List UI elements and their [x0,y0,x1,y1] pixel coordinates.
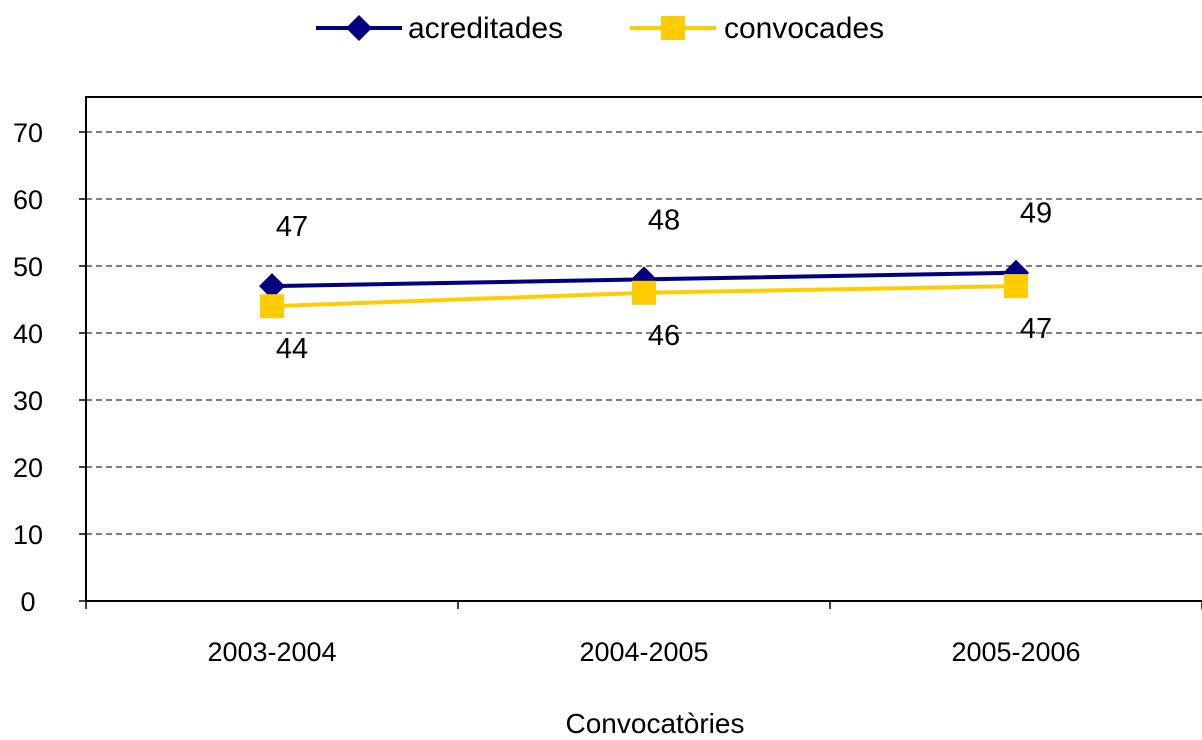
x-axis-title: Convocatòries [566,708,745,739]
x-tick-label: 2005-2006 [951,637,1080,667]
y-axis-ticks: 0 10 20 30 40 50 60 70 [13,118,86,617]
x-tick-label: 2004-2005 [579,637,708,667]
y-tick-label: 50 [13,252,43,282]
data-label-convocades: 44 [276,333,308,365]
legend-marker-convocades [661,16,685,40]
legend: acreditades convocades [316,12,884,45]
point-convocades [1004,274,1028,299]
y-tick-label: 40 [13,319,43,349]
y-tick-label: 30 [13,386,43,416]
x-axis-ticks: 2003-2004 2004-2005 2005-2006 [85,601,1202,667]
y-tick-label: 0 [20,587,35,617]
legend-marker-acreditades [346,15,372,41]
point-convocades [632,280,656,305]
legend-label-convocades: convocades [724,12,884,45]
y-tick-label: 60 [13,185,43,215]
x-tick-label: 2003-2004 [207,637,336,667]
data-label-acreditades: 49 [1020,198,1052,230]
y-tick-label: 20 [13,453,43,483]
data-label-convocades: 46 [648,320,680,352]
y-tick-label: 10 [13,520,43,550]
data-label-acreditades: 47 [276,211,308,243]
data-labels: 47 48 49 44 46 47 [276,198,1052,366]
series-layer [259,259,1029,319]
data-label-acreditades: 48 [648,204,680,236]
plot-area-frame [85,96,1202,602]
y-tick-label: 70 [13,118,43,148]
point-acreditades [259,273,285,300]
data-label-convocades: 47 [1020,313,1052,345]
point-convocades [260,294,284,319]
legend-label-acreditades: acreditades [408,12,563,45]
